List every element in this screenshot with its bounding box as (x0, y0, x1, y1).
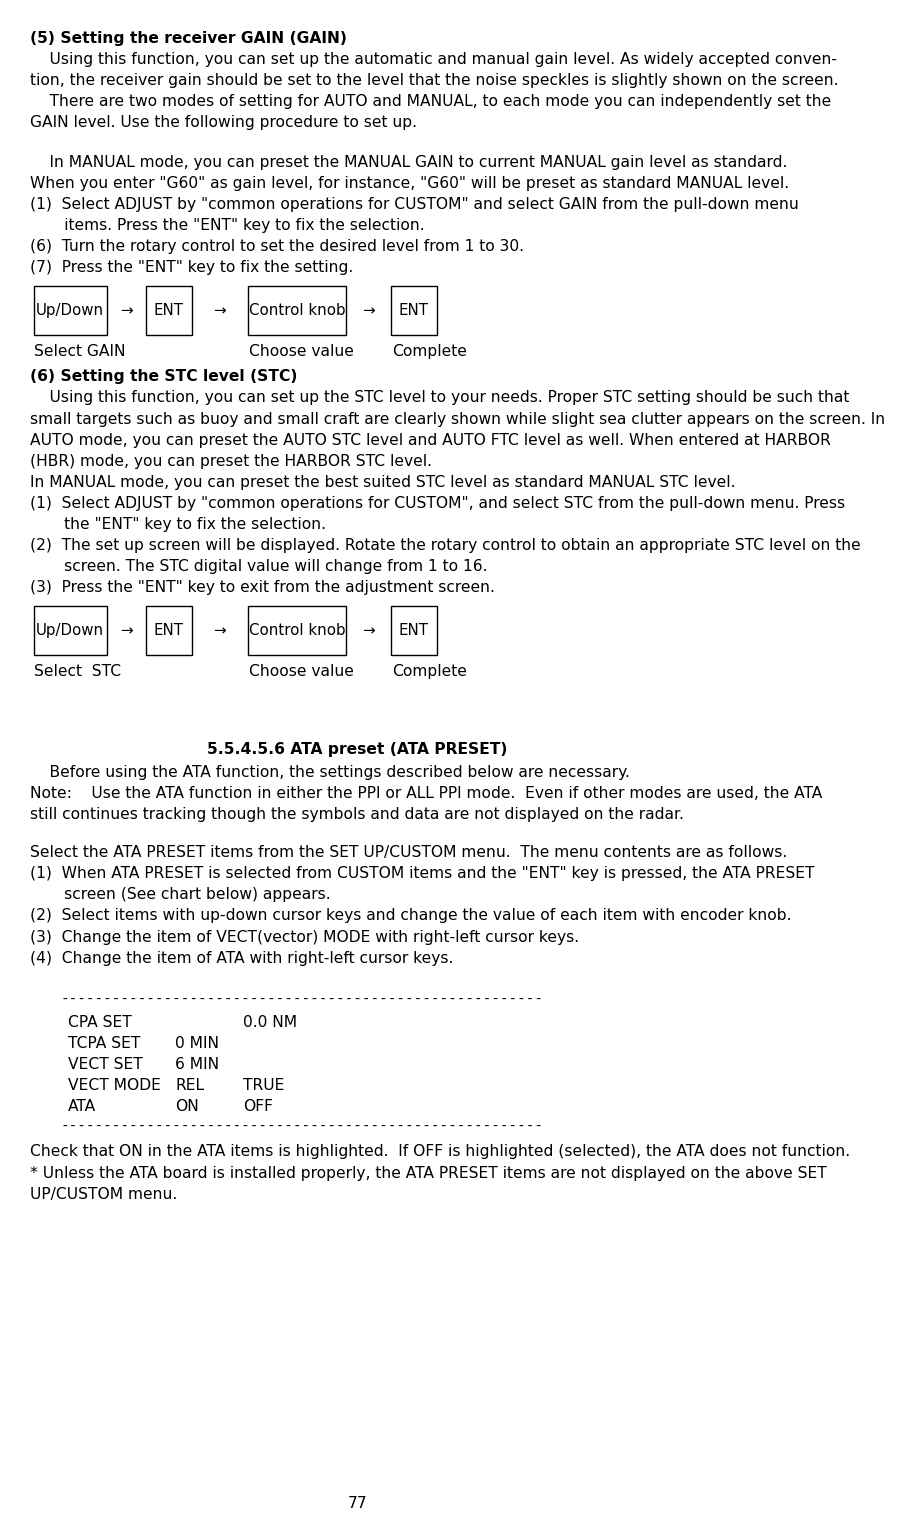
Text: Choose value: Choose value (249, 344, 353, 359)
Text: 0.0 NM: 0.0 NM (243, 1015, 297, 1029)
Text: When you enter "G60" as gain level, for instance, "G60" will be preset as standa: When you enter "G60" as gain level, for … (30, 176, 789, 191)
FancyBboxPatch shape (33, 606, 106, 655)
Text: There are two modes of setting for AUTO and MANUAL, to each mode you can indepen: There are two modes of setting for AUTO … (30, 93, 832, 108)
Text: ENT: ENT (399, 302, 429, 318)
Text: --------------------------------------------------------: ----------------------------------------… (60, 1121, 544, 1135)
Text: TRUE: TRUE (243, 1078, 285, 1093)
Text: ENT: ENT (399, 623, 429, 638)
Text: Complete: Complete (392, 664, 467, 680)
Text: Before using the ATA function, the settings described below are necessary.: Before using the ATA function, the setti… (30, 765, 630, 780)
Text: 6 MIN: 6 MIN (175, 1057, 219, 1072)
Text: screen. The STC digital value will change from 1 to 16.: screen. The STC digital value will chang… (30, 559, 487, 574)
Text: (3)  Press the "ENT" key to exit from the adjustment screen.: (3) Press the "ENT" key to exit from the… (30, 580, 495, 596)
Text: Up/Down: Up/Down (36, 623, 105, 638)
Text: ON: ON (175, 1099, 199, 1115)
Text: AUTO mode, you can preset the AUTO STC level and AUTO FTC level as well. When en: AUTO mode, you can preset the AUTO STC l… (30, 432, 831, 447)
Text: * Unless the ATA board is installed properly, the ATA PRESET items are not displ: * Unless the ATA board is installed prop… (30, 1165, 827, 1180)
Text: items. Press the "ENT" key to fix the selection.: items. Press the "ENT" key to fix the se… (30, 218, 424, 234)
Text: still continues tracking though the symbols and data are not displayed on the ra: still continues tracking though the symb… (30, 808, 684, 823)
Text: →: → (214, 623, 226, 638)
Text: 5.5.4.5.6 ATA preset (ATA PRESET): 5.5.4.5.6 ATA preset (ATA PRESET) (207, 742, 507, 757)
Text: In MANUAL mode, you can preset the best suited STC level as standard MANUAL STC : In MANUAL mode, you can preset the best … (30, 475, 735, 490)
Text: Check that ON in the ATA items is highlighted.  If OFF is highlighted (selected): Check that ON in the ATA items is highli… (30, 1145, 851, 1159)
Text: (7)  Press the "ENT" key to fix the setting.: (7) Press the "ENT" key to fix the setti… (30, 260, 353, 275)
Text: Using this function, you can set up the automatic and manual gain level. As wide: Using this function, you can set up the … (30, 52, 837, 67)
Text: --------------------------------------------------------: ----------------------------------------… (60, 993, 544, 1006)
Text: (6) Setting the STC level (STC): (6) Setting the STC level (STC) (30, 370, 297, 385)
Text: OFF: OFF (243, 1099, 273, 1115)
Text: TCPA SET: TCPA SET (68, 1035, 141, 1051)
Text: tion, the receiver gain should be set to the level that the noise speckles is sl: tion, the receiver gain should be set to… (30, 73, 839, 87)
Text: →: → (120, 623, 132, 638)
Text: In MANUAL mode, you can preset the MANUAL GAIN to current MANUAL gain level as s: In MANUAL mode, you can preset the MANUA… (30, 154, 787, 169)
Text: small targets such as buoy and small craft are clearly shown while slight sea cl: small targets such as buoy and small cra… (30, 412, 885, 426)
Text: Complete: Complete (392, 344, 467, 359)
Text: REL: REL (175, 1078, 205, 1093)
Text: →: → (120, 302, 132, 318)
Text: GAIN level. Use the following procedure to set up.: GAIN level. Use the following procedure … (30, 115, 417, 130)
Text: (2)  The set up screen will be displayed. Rotate the rotary control to obtain an: (2) The set up screen will be displayed.… (30, 538, 860, 553)
Text: (5) Setting the receiver GAIN (GAIN): (5) Setting the receiver GAIN (GAIN) (30, 31, 347, 46)
Text: ENT: ENT (154, 302, 184, 318)
Text: (6)  Turn the rotary control to set the desired level from 1 to 30.: (6) Turn the rotary control to set the d… (30, 240, 524, 253)
Text: ATA: ATA (68, 1099, 96, 1115)
Text: →: → (362, 623, 375, 638)
Text: (1)  When ATA PRESET is selected from CUSTOM items and the "ENT" key is pressed,: (1) When ATA PRESET is selected from CUS… (30, 866, 815, 881)
FancyBboxPatch shape (146, 286, 192, 334)
Text: Select GAIN: Select GAIN (34, 344, 126, 359)
Text: Select the ATA PRESET items from the SET UP/CUSTOM menu.  The menu contents are : Select the ATA PRESET items from the SET… (30, 846, 787, 860)
Text: (HBR) mode, you can preset the HARBOR STC level.: (HBR) mode, you can preset the HARBOR ST… (30, 454, 432, 469)
Text: (1)  Select ADJUST by "common operations for CUSTOM" and select GAIN from the pu: (1) Select ADJUST by "common operations … (30, 197, 799, 212)
FancyBboxPatch shape (391, 286, 437, 334)
Text: Control knob: Control knob (249, 302, 345, 318)
FancyBboxPatch shape (248, 606, 346, 655)
Text: Select  STC: Select STC (34, 664, 122, 680)
FancyBboxPatch shape (146, 606, 192, 655)
Text: →: → (214, 302, 226, 318)
FancyBboxPatch shape (33, 286, 106, 334)
Text: Up/Down: Up/Down (36, 302, 105, 318)
Text: 0 MIN: 0 MIN (175, 1035, 219, 1051)
Text: screen (See chart below) appears.: screen (See chart below) appears. (30, 887, 331, 902)
FancyBboxPatch shape (248, 286, 346, 334)
Text: →: → (362, 302, 375, 318)
Text: VECT SET: VECT SET (68, 1057, 142, 1072)
Text: UP/CUSTOM menu.: UP/CUSTOM menu. (30, 1186, 177, 1202)
Text: (4)  Change the item of ATA with right-left cursor keys.: (4) Change the item of ATA with right-le… (30, 951, 453, 965)
Text: VECT MODE: VECT MODE (68, 1078, 160, 1093)
Text: Control knob: Control knob (249, 623, 345, 638)
Text: (2)  Select items with up-down cursor keys and change the value of each item wit: (2) Select items with up-down cursor key… (30, 909, 791, 924)
Text: Choose value: Choose value (249, 664, 353, 680)
Text: Using this function, you can set up the STC level to your needs. Proper STC sett: Using this function, you can set up the … (30, 391, 850, 406)
Text: (3)  Change the item of VECT(vector) MODE with right-left cursor keys.: (3) Change the item of VECT(vector) MODE… (30, 930, 579, 945)
Text: ENT: ENT (154, 623, 184, 638)
FancyBboxPatch shape (391, 606, 437, 655)
Text: 77: 77 (348, 1496, 368, 1512)
Text: (1)  Select ADJUST by "common operations for CUSTOM", and select STC from the pu: (1) Select ADJUST by "common operations … (30, 496, 845, 512)
Text: the "ENT" key to fix the selection.: the "ENT" key to fix the selection. (30, 518, 326, 531)
Text: Note:    Use the ATA function in either the PPI or ALL PPI mode.  Even if other : Note: Use the ATA function in either the… (30, 786, 823, 802)
Text: CPA SET: CPA SET (68, 1015, 132, 1029)
